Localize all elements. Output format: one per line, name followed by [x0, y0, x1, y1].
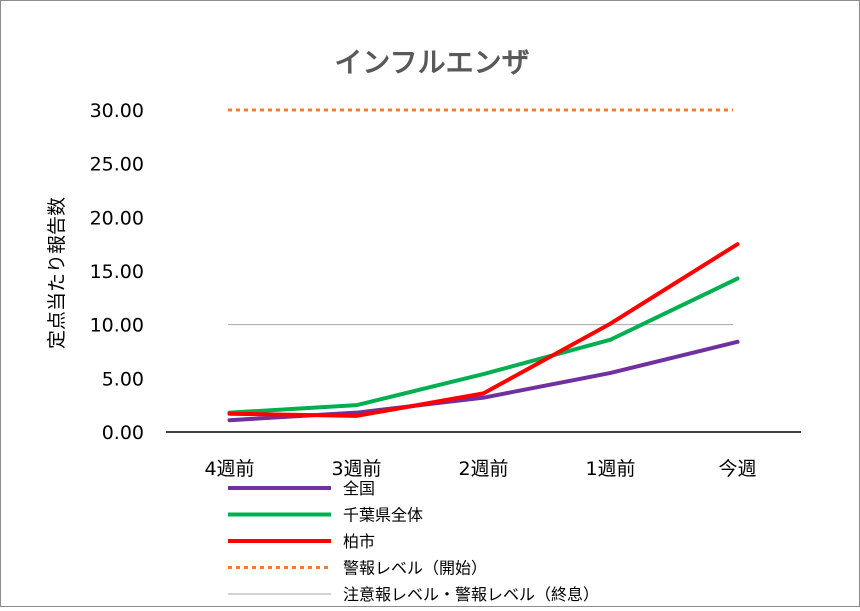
y-tick-label: 15.00: [90, 261, 144, 283]
y-tick-label: 0.00: [102, 422, 144, 444]
x-tick-label: 2週前: [458, 458, 508, 480]
y-tick-label: 10.00: [90, 315, 144, 337]
legend-label-2: 千葉県全体: [343, 506, 423, 525]
x-tick-label: 3週前: [331, 458, 381, 480]
y-tick-label: 25.00: [90, 154, 144, 176]
y-tick-label: 5.00: [102, 368, 144, 390]
x-tick-label: 今週: [718, 458, 756, 480]
legend-label-4: 警報レベル（開始）: [343, 559, 487, 578]
y-tick-label: 20.00: [90, 207, 144, 229]
x-tick-label: 4週前: [204, 458, 254, 480]
legend-label-3: 柏市: [343, 532, 375, 551]
series-line-3: [227, 242, 740, 418]
reference-lines: [228, 108, 733, 326]
y-tick-label: 30.00: [90, 100, 144, 122]
legend-label-1: 全国: [343, 479, 375, 498]
chart-title: インフルエンザ: [334, 46, 529, 79]
series-line-2: [227, 276, 740, 415]
series-lines: [227, 242, 740, 423]
y-axis-label: 定点当たり報告数: [46, 197, 68, 349]
legend-label-5: 注意報レベル・警報レベル（終息）: [343, 585, 599, 604]
x-tick-label: 1週前: [585, 458, 635, 480]
axes: 0.00 5.00 10.00 15.00 20.00 25.00 30.00 4週前 3週前 2…: [90, 100, 801, 480]
